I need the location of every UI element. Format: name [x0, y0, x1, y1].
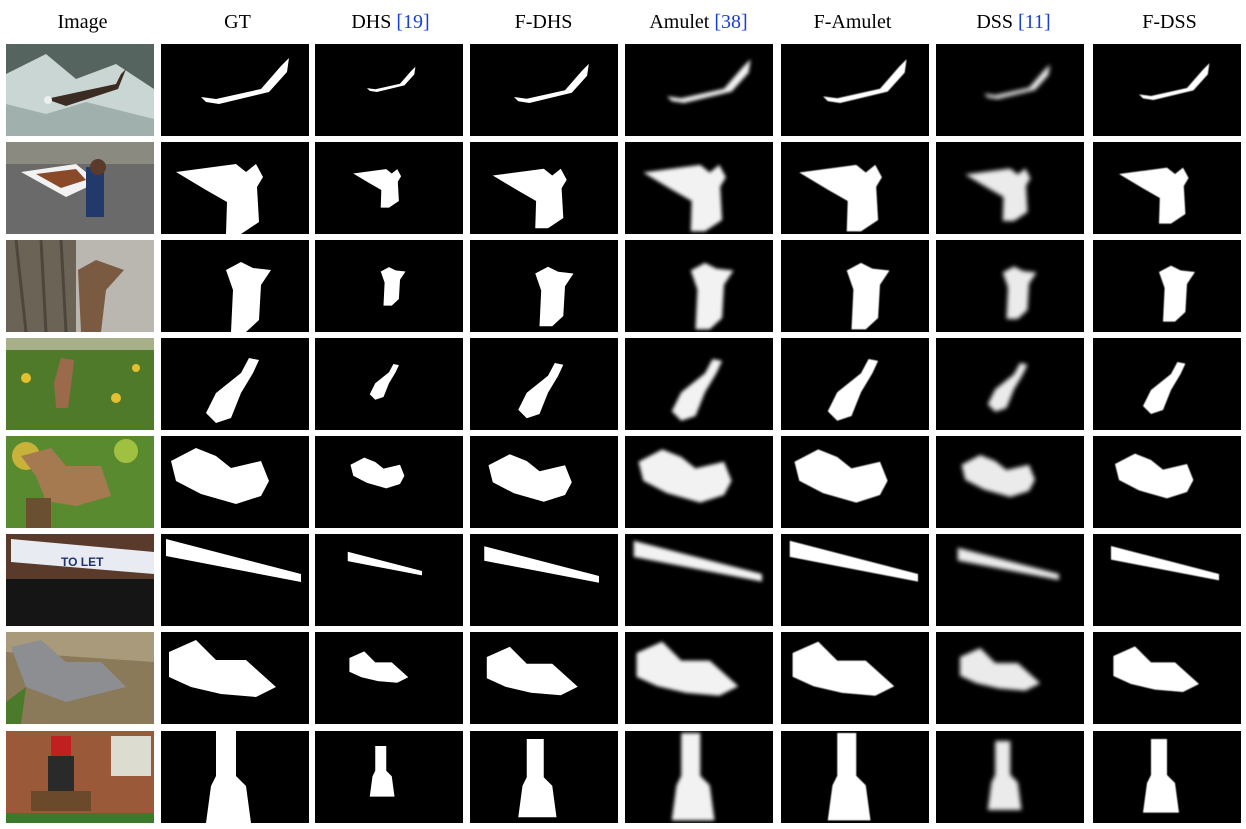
input-image-emergency-sign-post — [6, 731, 154, 823]
saliency-map-gt-eagle — [161, 44, 309, 136]
column-label: F-DHS — [514, 11, 573, 33]
saliency-map-dhs-squirrel-on-ground — [315, 632, 463, 724]
column-header-dhs: DHS [19] — [314, 0, 467, 44]
saliency-map-f-dss-squirrel-on-tree — [1093, 240, 1241, 332]
comparison-grid: TO LET — [6, 44, 1246, 829]
saliency-map-dss-squirrel-on-tree — [936, 240, 1084, 332]
saliency-map-gt-to-let-sign — [161, 534, 309, 626]
saliency-map-f-amulet-deer — [781, 338, 929, 430]
saliency-map-f-amulet-squirrel-on-tree — [781, 240, 929, 332]
saliency-map-f-dss-squirrel-on-ground — [1093, 632, 1241, 724]
saliency-map-gt-emergency-sign-post — [161, 731, 309, 823]
column-header-dss: DSS [11] — [937, 0, 1090, 44]
column-label: F-Amulet — [813, 11, 892, 33]
column-header-amulet: Amulet [38] — [622, 0, 775, 44]
saliency-map-f-amulet-squirrel-on-post — [781, 436, 929, 528]
saliency-map-gt-squirrel-on-ground — [161, 632, 309, 724]
column-header-gt: GT — [161, 0, 314, 44]
saliency-map-amulet-squirrel-on-post — [625, 436, 773, 528]
saliency-map-amulet-boy-with-tray — [625, 142, 773, 234]
column-header-f-amulet: F-Amulet — [776, 0, 929, 44]
column-label: DSS — [976, 11, 1014, 33]
saliency-map-dss-eagle — [936, 44, 1084, 136]
saliency-map-f-dss-squirrel-on-post — [1093, 436, 1241, 528]
saliency-map-dss-to-let-sign — [936, 534, 1084, 626]
saliency-map-dhs-eagle — [315, 44, 463, 136]
saliency-map-f-dhs-boy-with-tray — [470, 142, 618, 234]
saliency-map-f-amulet-eagle — [781, 44, 929, 136]
saliency-map-f-dhs-squirrel-on-ground — [470, 632, 618, 724]
column-header-f-dhs: F-DHS — [467, 0, 620, 44]
saliency-map-f-dhs-to-let-sign — [470, 534, 618, 626]
saliency-map-dhs-squirrel-on-tree — [315, 240, 463, 332]
citation-link[interactable]: [38] — [714, 11, 748, 33]
saliency-map-dss-deer — [936, 338, 1084, 430]
saliency-map-gt-squirrel-on-tree — [161, 240, 309, 332]
saliency-map-dss-squirrel-on-ground — [936, 632, 1084, 724]
saliency-map-f-dss-to-let-sign — [1093, 534, 1241, 626]
saliency-map-f-dhs-eagle — [470, 44, 618, 136]
column-header-image: Image — [6, 0, 159, 44]
saliency-map-amulet-eagle — [625, 44, 773, 136]
column-header-f-dss: F-DSS — [1093, 0, 1246, 44]
input-image-squirrel-on-post — [6, 436, 154, 528]
input-image-deer — [6, 338, 154, 430]
saliency-map-f-dss-eagle — [1093, 44, 1241, 136]
saliency-map-dss-squirrel-on-post — [936, 436, 1084, 528]
column-label: Image — [57, 11, 108, 33]
input-image-squirrel-on-ground — [6, 632, 154, 724]
saliency-map-f-amulet-boy-with-tray — [781, 142, 929, 234]
saliency-map-gt-deer — [161, 338, 309, 430]
saliency-map-amulet-squirrel-on-ground — [625, 632, 773, 724]
column-label: DHS — [351, 11, 392, 33]
input-image-to-let-sign: TO LET — [6, 534, 154, 626]
saliency-map-amulet-squirrel-on-tree — [625, 240, 773, 332]
saliency-map-dss-emergency-sign-post — [936, 731, 1084, 823]
input-image-eagle — [6, 44, 154, 136]
saliency-map-dss-boy-with-tray — [936, 142, 1084, 234]
saliency-map-dhs-boy-with-tray — [315, 142, 463, 234]
saliency-map-gt-squirrel-on-post — [161, 436, 309, 528]
column-label: F-DSS — [1142, 11, 1197, 33]
saliency-map-f-dhs-squirrel-on-post — [470, 436, 618, 528]
input-image-squirrel-on-tree — [6, 240, 154, 332]
saliency-map-dhs-emergency-sign-post — [315, 731, 463, 823]
saliency-map-dhs-deer — [315, 338, 463, 430]
citation-link[interactable]: [11] — [1018, 11, 1051, 33]
saliency-map-f-amulet-squirrel-on-ground — [781, 632, 929, 724]
saliency-map-f-amulet-emergency-sign-post — [781, 731, 929, 823]
citation-link[interactable]: [19] — [396, 11, 430, 33]
saliency-map-dhs-to-let-sign — [315, 534, 463, 626]
column-label: GT — [224, 11, 251, 33]
saliency-map-amulet-deer — [625, 338, 773, 430]
saliency-map-f-dss-deer — [1093, 338, 1241, 430]
column-label: Amulet — [649, 11, 710, 33]
saliency-map-f-dhs-deer — [470, 338, 618, 430]
saliency-map-dhs-squirrel-on-post — [315, 436, 463, 528]
input-image-boy-with-tray — [6, 142, 154, 234]
saliency-map-f-dhs-squirrel-on-tree — [470, 240, 618, 332]
saliency-map-gt-boy-with-tray — [161, 142, 309, 234]
svg-text:TO LET: TO LET — [61, 555, 104, 569]
saliency-map-f-amulet-to-let-sign — [781, 534, 929, 626]
saliency-map-amulet-to-let-sign — [625, 534, 773, 626]
saliency-map-f-dss-boy-with-tray — [1093, 142, 1241, 234]
saliency-map-f-dss-emergency-sign-post — [1093, 731, 1241, 823]
saliency-map-f-dhs-emergency-sign-post — [470, 731, 618, 823]
saliency-map-amulet-emergency-sign-post — [625, 731, 773, 823]
